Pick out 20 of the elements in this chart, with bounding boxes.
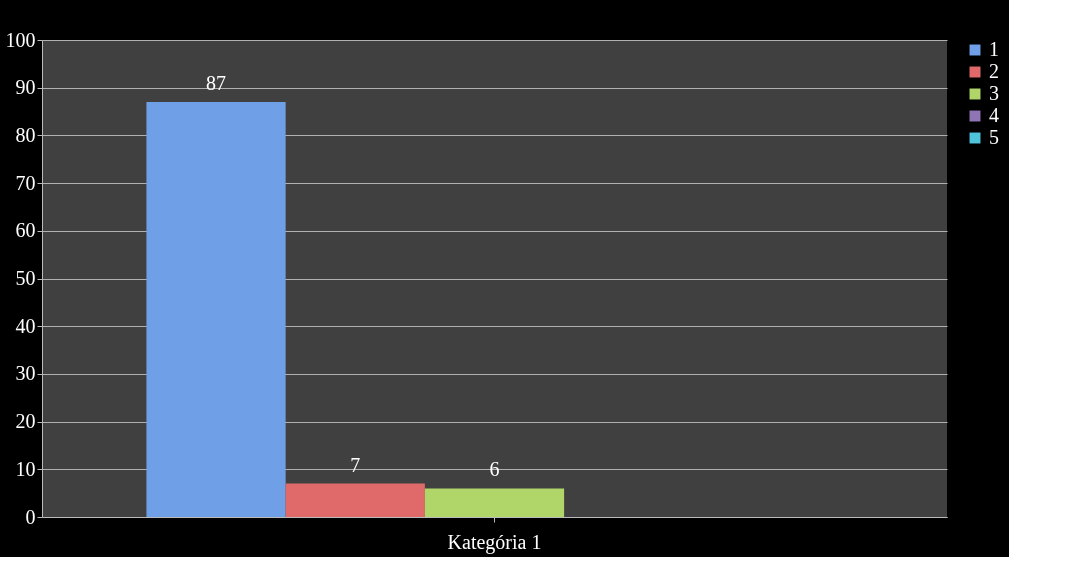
bar [285, 483, 425, 517]
y-tick-label: 50 [15, 267, 36, 289]
y-tick-label: 80 [15, 123, 36, 146]
legend-label: 1 [989, 38, 999, 60]
legend-label: 4 [989, 104, 999, 126]
legend-label: 5 [989, 126, 999, 148]
y-tick-label: 40 [15, 314, 36, 337]
legend-label: 2 [989, 60, 999, 82]
x-tick-label: Kategória 1 [447, 530, 542, 554]
y-tick-label: 100 [5, 28, 36, 51]
y-tick-label: 10 [15, 457, 36, 480]
bar [424, 488, 565, 517]
bar [146, 102, 286, 517]
y-tick-label: 90 [15, 76, 36, 99]
y-tick-label: 70 [15, 171, 36, 194]
legend-label: 3 [989, 82, 999, 104]
y-tick-label: 60 [15, 219, 36, 242]
y-tick-label: 20 [15, 410, 36, 433]
y-tick-label: 30 [15, 362, 36, 385]
y-tick-label: 0 [25, 505, 36, 528]
